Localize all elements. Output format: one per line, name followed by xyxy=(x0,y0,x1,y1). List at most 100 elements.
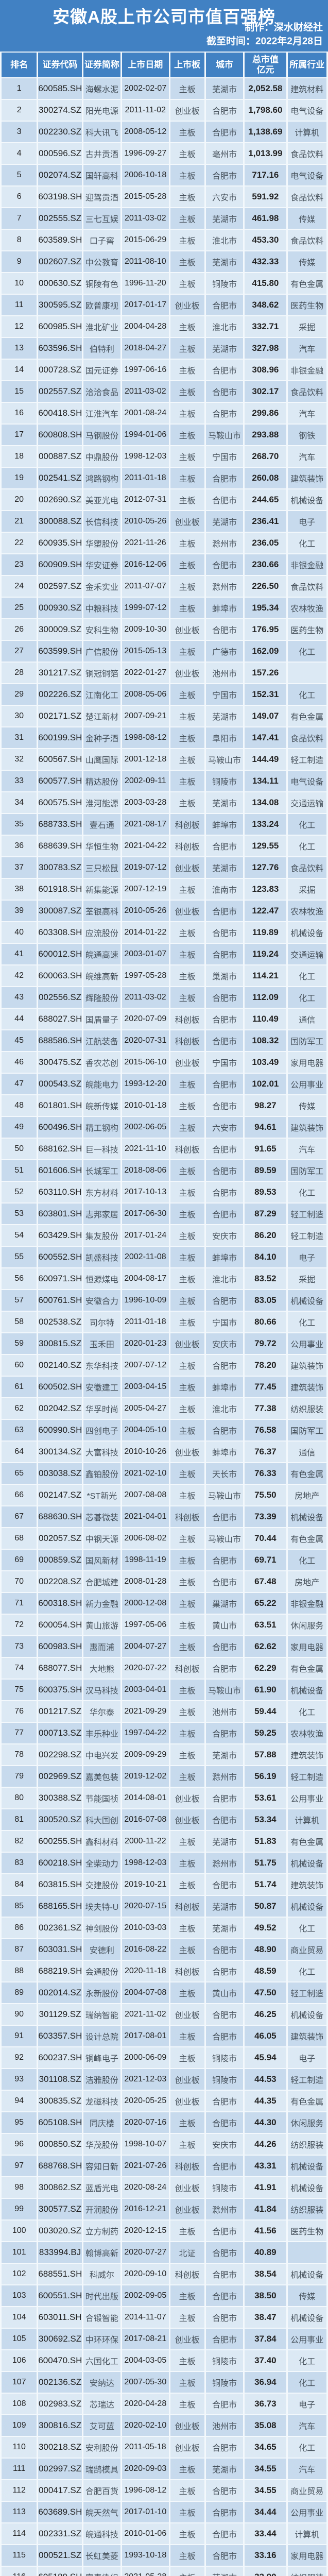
cell-name: 国轩高科 xyxy=(83,165,121,185)
table-row: 48 601801.SH 皖新传媒 2010-01-18 主板 合肥市 98.27 传媒 xyxy=(2,1095,326,1116)
cell-date: 2002-11-08 xyxy=(122,1247,169,1267)
cell-date: 2021-11-10 xyxy=(122,1139,169,1159)
cell-industry: 有色金属 xyxy=(287,1658,326,1679)
cell-code: 600585.SH xyxy=(38,78,82,99)
cell-board: 主板 xyxy=(170,403,204,423)
cell-industry: 家用电器 xyxy=(287,1052,326,1073)
cell-city: 芜湖市 xyxy=(205,338,244,359)
cell-city: 铜陵市 xyxy=(205,2047,244,2068)
cell-name: 集友股份 xyxy=(83,1225,121,1246)
cell-rank: 19 xyxy=(2,468,37,488)
cell-board: 主板 xyxy=(170,2394,204,2414)
cell-cap: 432.33 xyxy=(245,251,286,272)
cell-date: 2004-08-17 xyxy=(122,1268,169,1289)
cell-rank: 27 xyxy=(2,641,37,662)
cell-date: 2009-09-29 xyxy=(122,1744,169,1765)
table-row: 29 002226.SZ 江南化工 2008-05-06 主板 宁国市 152.31 化工 xyxy=(2,684,326,705)
cell-date: 2011-01-18 xyxy=(122,1312,169,1332)
cell-city: 广德市 xyxy=(205,641,244,662)
cell-name: 精达股份 xyxy=(83,771,121,791)
cell-cap: 69.71 xyxy=(245,1550,286,1570)
cell-city: 淮北市 xyxy=(205,316,244,337)
cell-city: 蚌埠市 xyxy=(205,814,244,835)
cell-rank: 97 xyxy=(2,2156,37,2176)
cell-board: 主板 xyxy=(170,1268,204,1289)
cell-code: 002597.SZ xyxy=(38,576,82,597)
cell-code: 002557.SZ xyxy=(38,381,82,402)
table-row: 46 300475.SZ 香农芯创 2015-06-10 创业板 宁国市 103.49 家用电… xyxy=(2,1052,326,1073)
cell-cap: 51.75 xyxy=(245,1853,286,1873)
cell-cap: 80.66 xyxy=(245,1312,286,1332)
cell-cap: 268.70 xyxy=(245,446,286,467)
cell-city: 芜湖市 xyxy=(205,1831,244,1852)
cell-cap: 38.50 xyxy=(245,2285,286,2306)
cell-name: 神剑股份 xyxy=(83,1918,121,1938)
cell-date: 2004-04-28 xyxy=(122,316,169,337)
page-title: 安徽A股上市公司市值百强榜 xyxy=(53,7,275,26)
cell-industry: 电子 xyxy=(287,1247,326,1267)
cell-industry: 食品饮料 xyxy=(287,727,326,748)
cell-date: 1998-12-03 xyxy=(122,1853,169,1873)
cell-code: 002690.SZ xyxy=(38,489,82,510)
table-row: 81 300520.SZ 科大国创 2016-07-08 创业板 合肥市 53.34 计算机 xyxy=(2,1809,326,1830)
cell-industry: 计算机 xyxy=(287,2523,326,2544)
table-row: 89 002014.SZ 永新股份 2004-07-08 主板 黄山市 47.50 轻工制造 xyxy=(2,1982,326,2003)
cell-date: 2011-01-18 xyxy=(122,468,169,488)
cell-date: 2017-01-10 xyxy=(122,2502,169,2522)
cell-cap: 53.34 xyxy=(245,1809,286,1830)
cell-city: 合肥市 xyxy=(205,2480,244,2501)
cell-city: 合肥市 xyxy=(205,2156,244,2176)
cell-rank: 102 xyxy=(2,2264,37,2284)
cell-board: 主板 xyxy=(170,727,204,748)
cell-date: 2020-01-23 xyxy=(122,1333,169,1354)
cell-name: 国元证券 xyxy=(83,360,121,380)
cell-date: 1997-04-22 xyxy=(122,1723,169,1743)
cell-city: 合肥市 xyxy=(205,1809,244,1830)
cell-date: 2006-08-02 xyxy=(122,1528,169,1549)
cell-cap: 41.56 xyxy=(245,2221,286,2241)
cell-board: 主板 xyxy=(170,771,204,791)
cell-board: 主板 xyxy=(170,1593,204,1614)
table-row: 13 603596.SH 伯特利 2018-04-27 主板 芜湖市 327.98 汽车 xyxy=(2,338,326,359)
cell-date: 2008-01-28 xyxy=(122,1571,169,1592)
table-row: 36 688639.SH 华恒生物 2021-04-22 科创板 合肥市 129.55 化工 xyxy=(2,836,326,856)
table-row: 65 003038.SZ 鑫铂股份 2021-02-10 主板 天长市 76.33 有色金属 xyxy=(2,1463,326,1484)
cell-date: 2008-05-06 xyxy=(122,684,169,705)
cell-code: 300815.SZ xyxy=(38,1333,82,1354)
cell-city: 合肥市 xyxy=(205,2091,244,2111)
cell-name: 三只松鼠 xyxy=(83,857,121,878)
cell-cap: 114.21 xyxy=(245,965,286,986)
cell-board: 主板 xyxy=(170,1766,204,1787)
table-row: 112 000417.SZ 合肥百货 1996-08-12 主板 合肥市 34.55 商业贸易 xyxy=(2,2480,326,2501)
cell-name: 江航装备 xyxy=(83,1030,121,1051)
cell-industry: 房地产 xyxy=(287,1571,326,1592)
cell-date: 2018-08-06 xyxy=(122,1160,169,1181)
cell-cap: 34.55 xyxy=(245,2459,286,2479)
cell-code: 605108.SH xyxy=(38,2112,82,2133)
table-row: 25 000930.SZ 中粮科技 1999-07-12 主板 蚌埠市 195.34 农林牧渔 xyxy=(2,598,326,618)
cell-board: 创业板 xyxy=(170,619,204,640)
cell-cap: 76.37 xyxy=(245,1442,286,1462)
table-row: 55 600552.SH 凯盛科技 2002-11-08 主板 蚌埠市 84.10 电子 xyxy=(2,1247,326,1267)
table-row: 35 688733.SH 壹石通 2021-08-17 科创板 蚌埠市 133.24 化工 xyxy=(2,814,326,835)
cell-industry: 建筑装饰 xyxy=(287,468,326,488)
cell-date: 2011-08-10 xyxy=(122,251,169,272)
table-row: 79 002969.SZ 嘉美包装 2019-12-02 主板 滁州市 56.19 轻工制造 xyxy=(2,1766,326,1787)
cell-city: 黄山市 xyxy=(205,1615,244,1635)
cell-name: 东华科技 xyxy=(83,1355,121,1376)
cell-board: 主板 xyxy=(170,2372,204,2393)
cell-name: 皖能电力 xyxy=(83,1074,121,1094)
cell-code: 300862.SZ xyxy=(38,2177,82,2198)
table-row: 66 002147.SZ *ST新光 2007-08-08 主板 马鞍山市 75.50 房地产 xyxy=(2,1485,326,1505)
table-row: 33 600577.SH 精达股份 2002-09-11 主板 铜陵市 134.11 电气设备 xyxy=(2,771,326,791)
cell-code: 002014.SZ xyxy=(38,1982,82,2003)
cell-board: 主板 xyxy=(170,230,204,250)
cell-name: 永新股份 xyxy=(83,1982,121,2003)
cell-cap: 76.33 xyxy=(245,1463,286,1484)
cell-industry: 有色金属 xyxy=(287,273,326,294)
cell-date: 1993-10-18 xyxy=(122,2545,169,2566)
cell-industry: 采掘 xyxy=(287,1268,326,1289)
cell-date: 2016-08-22 xyxy=(122,1939,169,1960)
cell-code: 300134.SZ xyxy=(38,1442,82,1462)
cell-date: 1996-08-12 xyxy=(122,2480,169,2501)
